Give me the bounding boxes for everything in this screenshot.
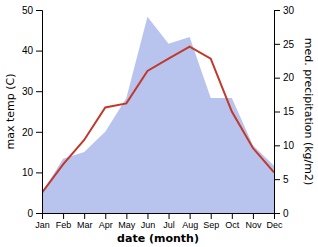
tick: Jul (163, 213, 175, 230)
tick-label: 5 (283, 174, 289, 185)
tick-mark (232, 213, 233, 219)
tick-mark (147, 213, 148, 219)
chart-svg: JanFebMarAprMayJunJulAugSepOctNovDec0102… (0, 0, 318, 247)
tick: Jan (35, 213, 50, 230)
tick-label: Sep (203, 220, 219, 230)
tick-mark (36, 91, 42, 92)
tick-mark (274, 213, 280, 214)
tick: Feb (56, 213, 72, 230)
tick: 30 (274, 5, 295, 16)
tick: Nov (245, 213, 262, 230)
axis-line (36, 11, 43, 214)
tick: Apr (99, 213, 113, 230)
tick-label: Aug (182, 220, 198, 230)
tick: Dec (266, 213, 283, 230)
tick: 15 (274, 106, 295, 117)
tick-mark (63, 213, 64, 219)
tick-label: 0 (283, 208, 289, 219)
tick: Mar (77, 213, 93, 230)
plot-area (42, 17, 274, 213)
y-axis-title: max temp (C) (4, 73, 17, 149)
tick: 5 (274, 174, 289, 185)
tick-mark (274, 78, 280, 79)
tick-mark (105, 213, 106, 219)
y2-axis: 0 5 10 15 20 25 30 (274, 5, 295, 219)
tick-label: 30 (22, 86, 34, 97)
tick-label: 40 (22, 45, 34, 56)
tick: 20 (274, 72, 295, 83)
line (42, 47, 274, 193)
tick: 30 (22, 86, 42, 97)
x-axis: Jan Feb Mar Apr May Jun Jul Aug Sep Oct Nov Dec (35, 213, 283, 230)
tick-label: Apr (99, 220, 113, 230)
tick-mark (84, 213, 85, 219)
tick-label: 30 (283, 5, 295, 16)
tick-mark (36, 51, 42, 52)
tick-mark (36, 213, 42, 214)
tick: 25 (274, 39, 295, 50)
chart-container: JanFebMarAprMayJunJulAugSepOctNovDec0102… (0, 0, 318, 247)
tick-mark (211, 213, 212, 219)
tick: 10 (22, 167, 42, 178)
tick-label: 50 (22, 5, 34, 16)
tick-label: Oct (225, 220, 240, 230)
tick-label: 10 (22, 167, 34, 178)
tick-mark (274, 145, 280, 146)
tick-mark (36, 132, 42, 133)
tick-mark (253, 213, 254, 219)
tick: Aug (182, 213, 198, 230)
tick: 0 (274, 208, 289, 219)
tick-label: 25 (283, 39, 295, 50)
y2-axis-title: med. precipitation (kg/m2) (302, 38, 315, 186)
tick: Jun (141, 213, 156, 230)
tick-label: Feb (56, 220, 72, 230)
tick-mark (36, 172, 42, 173)
tick-label: Jun (141, 220, 156, 230)
tick-mark (274, 179, 280, 180)
tick-mark (274, 10, 280, 11)
tick: 10 (274, 140, 295, 151)
area (42, 17, 274, 213)
tick-mark (274, 112, 280, 113)
tick-mark (36, 10, 42, 11)
tick: Oct (225, 213, 240, 230)
tick: May (118, 213, 136, 230)
tick-mark (126, 213, 127, 219)
tick-label: Mar (77, 220, 93, 230)
tick: 0 (27, 208, 42, 219)
tick-label: 15 (283, 106, 295, 117)
tick-label: 10 (283, 140, 295, 151)
tick-mark (169, 213, 170, 219)
tick: 20 (22, 127, 42, 138)
tick-mark (190, 213, 191, 219)
tick-label: May (118, 220, 136, 230)
x-axis-title: date (month) (117, 232, 199, 245)
tick-label: Nov (245, 220, 262, 230)
tick-mark (274, 44, 280, 45)
axis-line (43, 214, 275, 220)
y-axis: 0 10 20 30 40 50 (22, 5, 43, 219)
tick: 50 (22, 5, 42, 16)
axis-line (275, 11, 281, 214)
tick: 40 (22, 45, 42, 56)
tick-label: 20 (283, 72, 295, 83)
tick: Sep (203, 213, 219, 230)
tick-label: Jul (163, 220, 175, 230)
tick-label: Jan (35, 220, 50, 230)
tick-label: 20 (22, 127, 34, 138)
tick-label: Dec (266, 220, 283, 230)
tick-label: 0 (27, 208, 33, 219)
